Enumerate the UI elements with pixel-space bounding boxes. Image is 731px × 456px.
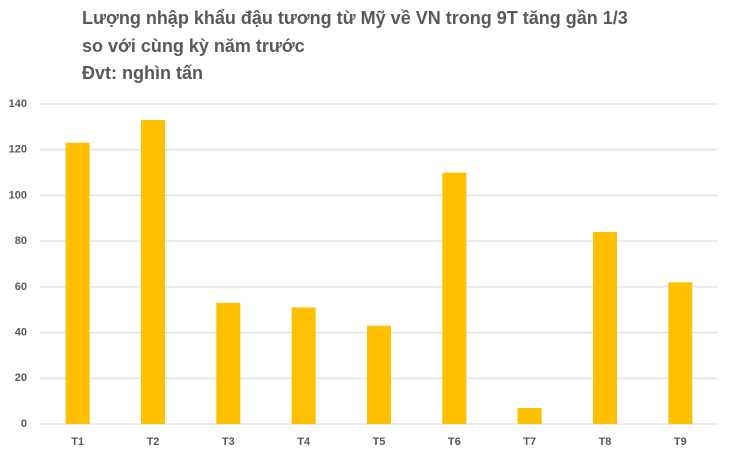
y-tick-label: 140: [9, 98, 27, 110]
x-tick-label: T6: [448, 436, 461, 448]
x-tick-label: T3: [222, 436, 235, 448]
x-tick-label: T1: [71, 436, 84, 448]
y-tick-label: 60: [15, 281, 27, 293]
bar: [141, 120, 165, 424]
bar: [291, 307, 316, 424]
x-tick-label: T8: [599, 436, 612, 448]
bar: [367, 325, 391, 424]
bar: [593, 232, 617, 424]
y-tick-label: 40: [15, 326, 27, 338]
x-tick-label: T4: [297, 436, 311, 448]
x-tick-label: T2: [147, 436, 160, 448]
y-tick-label: 0: [21, 418, 27, 430]
y-tick-label: 100: [9, 189, 27, 201]
bar: [517, 408, 542, 424]
bar: [442, 172, 467, 424]
bar: [65, 142, 90, 424]
y-tick-label: 120: [9, 144, 27, 156]
y-tick-label: 80: [15, 235, 27, 247]
chart-subtitle: Đvt: nghìn tấn: [82, 63, 203, 83]
x-tick-label: T5: [373, 436, 386, 448]
y-tick-label: 20: [15, 372, 27, 384]
x-tick-label: T7: [523, 436, 536, 448]
chart-title: so với cùng kỳ năm trước: [82, 36, 305, 56]
bar: [668, 282, 693, 424]
chart-title: Lượng nhập khẩu đậu tương từ Mỹ về VN tr…: [82, 8, 628, 28]
bar: [216, 302, 241, 424]
x-tick-label: T9: [674, 436, 687, 448]
